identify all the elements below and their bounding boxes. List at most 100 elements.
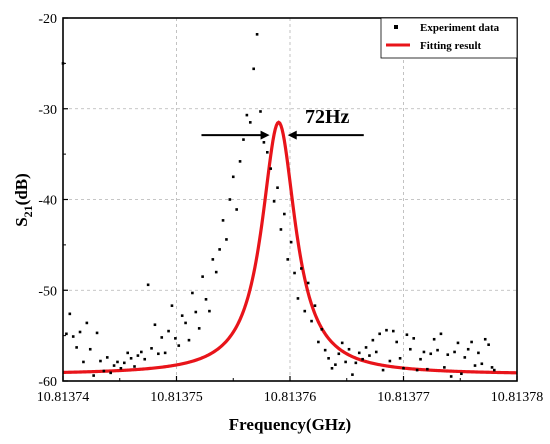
x-tick-label: 10.81375 [150,390,203,405]
data-point [395,340,398,344]
data-points-layer [61,33,496,378]
data-point [470,340,473,344]
data-point [405,333,409,337]
data-point [327,357,330,360]
data-point [306,281,310,285]
y-axis-title: S21(dB) [12,173,35,227]
data-point [109,371,112,375]
x-tick-label: 10.81378 [491,390,544,405]
data-point [146,283,150,287]
fit-curve-layer [62,120,518,375]
data-point [493,368,496,372]
data-point [122,361,126,365]
data-point [140,350,143,354]
data-point [177,344,181,347]
data-point [443,366,446,369]
data-point [136,354,140,357]
data-point [160,336,164,339]
data-point [99,359,102,363]
data-point [371,338,375,342]
data-point [473,364,477,367]
legend: Experiment data Fitting result [380,17,518,59]
data-point [82,360,85,364]
data-point [293,271,296,275]
data-point [330,367,334,370]
data-point [211,258,215,261]
data-point [174,337,177,340]
data-point [477,351,480,355]
y-tick-label: -60 [38,375,57,390]
fit-curve [62,120,518,375]
data-point [490,366,494,369]
data-point [266,151,269,154]
data-point [361,357,364,361]
data-point [415,368,419,372]
data-point [340,341,344,345]
data-point [439,332,443,336]
data-point [368,354,371,357]
data-point [323,348,327,352]
data-point [163,351,167,355]
data-point [184,321,187,325]
data-point [374,350,378,354]
data-point [228,198,232,201]
data-point [296,297,300,300]
data-point [88,347,92,351]
data-point [197,327,201,330]
data-point [191,291,194,295]
data-point [248,121,252,124]
data-point [422,350,426,354]
data-point [65,332,68,336]
data-point [456,341,460,345]
data-point [289,240,293,244]
data-point [337,352,341,356]
x-axis: 10.81374 10.81375 10.81376 10.81377 10.81378 [37,376,544,405]
data-point [157,352,160,356]
data-point [344,360,347,364]
data-point [460,372,463,376]
data-point [92,374,95,377]
data-point [68,312,72,316]
data-point [129,357,133,360]
y-axis: -60 -50 -40 -30 -20 [38,12,68,390]
data-point [378,332,381,336]
data-point [75,346,78,349]
x-axis-title: Frequency(GHz) [229,415,351,434]
data-point [112,364,116,367]
data-point [398,357,402,360]
data-point [429,352,433,356]
data-point [102,369,106,373]
data-point [262,141,266,144]
data-point [133,365,136,368]
data-point [180,314,184,317]
data-point [313,304,317,307]
data-point [279,228,283,231]
y-axis-title-base: S [12,217,31,226]
legend-label-fit: Fitting result [420,40,482,52]
data-point [409,347,412,351]
data-point [436,348,439,352]
legend-marker-experiment [394,25,398,29]
annotation-label: 72Hz [305,106,350,128]
data-point [242,138,245,141]
data-point [391,329,395,333]
data-point [487,343,490,346]
y-axis-title-subscript: 21 [21,205,35,217]
x-tick-label: 10.81377 [377,390,430,405]
x-tick-label: 10.81374 [37,390,90,405]
legend-label-experiment: Experiment data [420,22,500,34]
data-point [480,362,484,366]
data-point [453,350,456,354]
data-point [255,33,259,36]
data-point [187,338,191,342]
data-point [194,310,198,314]
annotation-bandwidth: 72Hz [201,106,364,140]
data-point [201,275,204,278]
data-point [153,323,157,327]
data-point [483,337,487,341]
data-point [143,357,147,361]
data-point [78,330,82,334]
data-point [446,353,450,356]
x-tick-label: 10.81376 [264,390,317,405]
